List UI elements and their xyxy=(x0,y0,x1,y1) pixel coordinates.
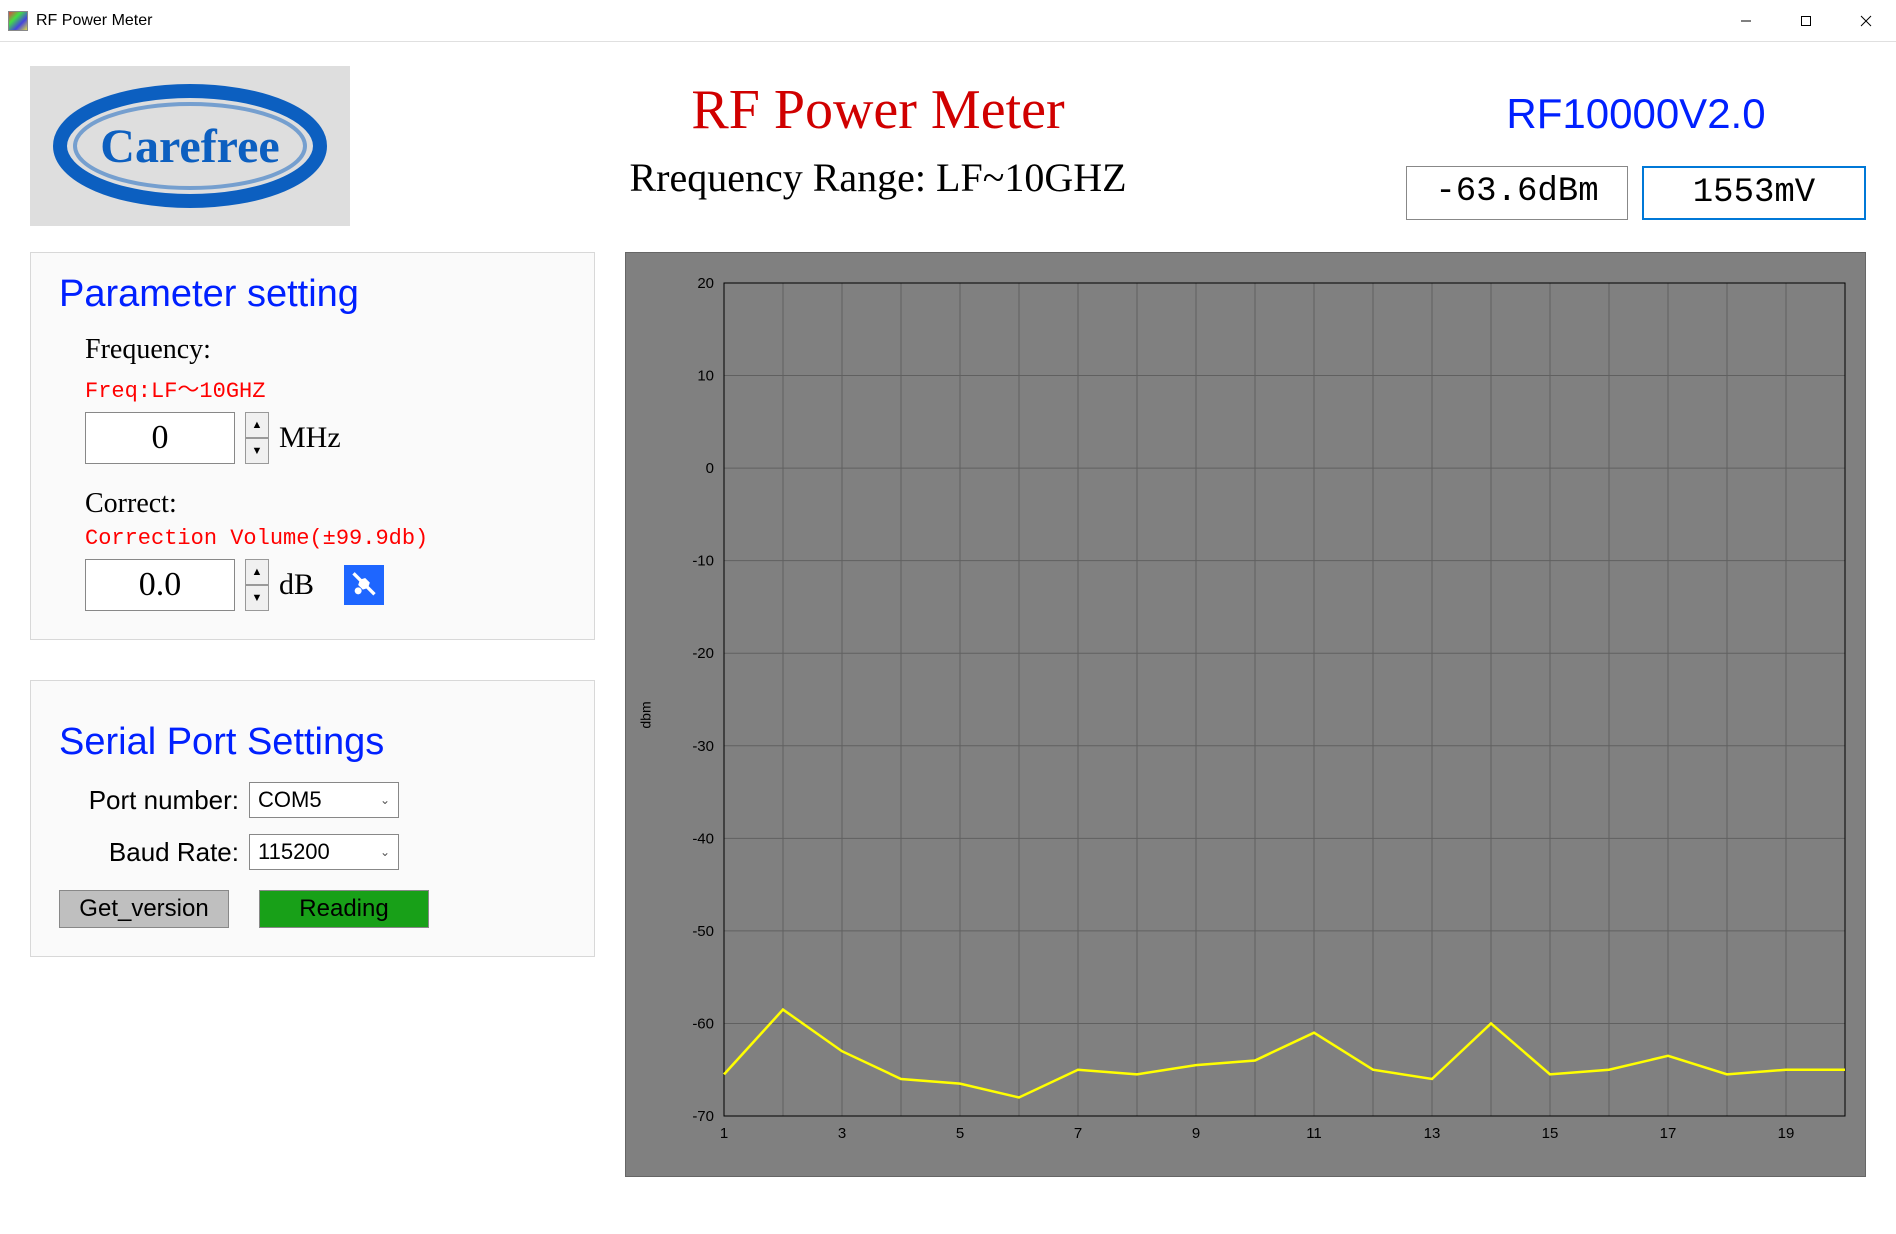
serial-heading: Serial Port Settings xyxy=(59,721,566,764)
app-subtitle: Rrequency Range: LF~10GHZ xyxy=(380,154,1376,201)
frequency-down-button[interactable]: ▼ xyxy=(245,438,269,464)
correct-down-button[interactable]: ▼ xyxy=(245,585,269,611)
chevron-down-icon: ⌄ xyxy=(380,793,390,807)
correct-unit: dB xyxy=(279,568,314,602)
svg-text:-40: -40 xyxy=(692,830,714,847)
content-area: Carefree RF Power Meter Rrequency Range:… xyxy=(0,42,1896,1234)
left-panels: Parameter setting Frequency: Freq:LF～10G… xyxy=(30,252,595,1177)
readouts: -63.6dBm 1553mV xyxy=(1406,166,1866,220)
svg-text:15: 15 xyxy=(1542,1125,1559,1142)
chevron-down-icon: ⌄ xyxy=(380,845,390,859)
chart-svg: 20100-10-20-30-40-50-60-7013579111315171… xyxy=(626,253,1865,1176)
correct-hint: Correction Volume(±99.9db) xyxy=(85,526,566,551)
chart-area: dbm 20100-10-20-30-40-50-60-701357911131… xyxy=(625,252,1866,1177)
frequency-hint: Freq:LF～10GHZ xyxy=(85,372,566,404)
svg-text:-10: -10 xyxy=(692,553,714,570)
port-select[interactable]: COM5⌄ xyxy=(249,782,399,818)
svg-text:19: 19 xyxy=(1778,1125,1795,1142)
svg-text:10: 10 xyxy=(697,368,714,385)
parameter-panel: Parameter setting Frequency: Freq:LF～10G… xyxy=(30,252,595,640)
minimize-button[interactable] xyxy=(1716,0,1776,41)
readout-mv[interactable]: 1553mV xyxy=(1642,166,1866,220)
frequency-spinner: ▲ ▼ xyxy=(245,412,269,464)
model-label: RF10000V2.0 xyxy=(1406,90,1866,138)
title-block: RF Power Meter Rrequency Range: LF~10GHZ xyxy=(380,66,1376,201)
svg-text:5: 5 xyxy=(956,1125,964,1142)
header-row: Carefree RF Power Meter Rrequency Range:… xyxy=(30,66,1866,226)
get-version-button[interactable]: Get_version xyxy=(59,890,229,928)
frequency-unit: MHz xyxy=(279,421,341,455)
frequency-up-button[interactable]: ▲ xyxy=(245,412,269,438)
close-button[interactable] xyxy=(1836,0,1896,41)
correct-input[interactable] xyxy=(85,559,235,611)
svg-text:3: 3 xyxy=(838,1125,846,1142)
app-icon xyxy=(8,11,28,31)
svg-text:9: 9 xyxy=(1192,1125,1200,1142)
svg-text:11: 11 xyxy=(1306,1125,1322,1142)
port-label: Port number: xyxy=(59,785,239,816)
correct-up-button[interactable]: ▲ xyxy=(245,559,269,585)
svg-text:13: 13 xyxy=(1424,1125,1441,1142)
correct-label: Correct: xyxy=(85,488,566,520)
frequency-input[interactable] xyxy=(85,412,235,464)
maximize-button[interactable] xyxy=(1776,0,1836,41)
svg-text:Carefree: Carefree xyxy=(100,120,279,173)
svg-text:1: 1 xyxy=(720,1125,728,1142)
svg-text:20: 20 xyxy=(697,275,714,292)
window-controls xyxy=(1716,0,1896,41)
window-title: RF Power Meter xyxy=(36,12,1716,30)
titlebar: RF Power Meter xyxy=(0,0,1896,42)
right-block: RF10000V2.0 -63.6dBm 1553mV xyxy=(1406,66,1866,220)
baud-select[interactable]: 115200⌄ xyxy=(249,834,399,870)
app-title: RF Power Meter xyxy=(380,78,1376,142)
svg-text:-30: -30 xyxy=(692,738,714,755)
serial-panel: Serial Port Settings Port number: COM5⌄ … xyxy=(30,680,595,957)
lower-row: Parameter setting Frequency: Freq:LF～10G… xyxy=(30,252,1866,1177)
svg-text:17: 17 xyxy=(1660,1125,1677,1142)
svg-text:0: 0 xyxy=(706,460,714,477)
svg-text:-70: -70 xyxy=(692,1108,714,1125)
readout-dbm: -63.6dBm xyxy=(1406,166,1628,220)
logo: Carefree xyxy=(30,66,350,226)
svg-text:-50: -50 xyxy=(692,923,714,940)
svg-text:-60: -60 xyxy=(692,1015,714,1032)
settings-icon[interactable] xyxy=(344,565,384,605)
svg-text:7: 7 xyxy=(1074,1125,1082,1142)
svg-text:-20: -20 xyxy=(692,645,714,662)
reading-button[interactable]: Reading xyxy=(259,890,429,928)
parameter-heading: Parameter setting xyxy=(59,273,566,316)
baud-label: Baud Rate: xyxy=(59,837,239,868)
correct-spinner: ▲ ▼ xyxy=(245,559,269,611)
frequency-label: Frequency: xyxy=(85,334,566,366)
